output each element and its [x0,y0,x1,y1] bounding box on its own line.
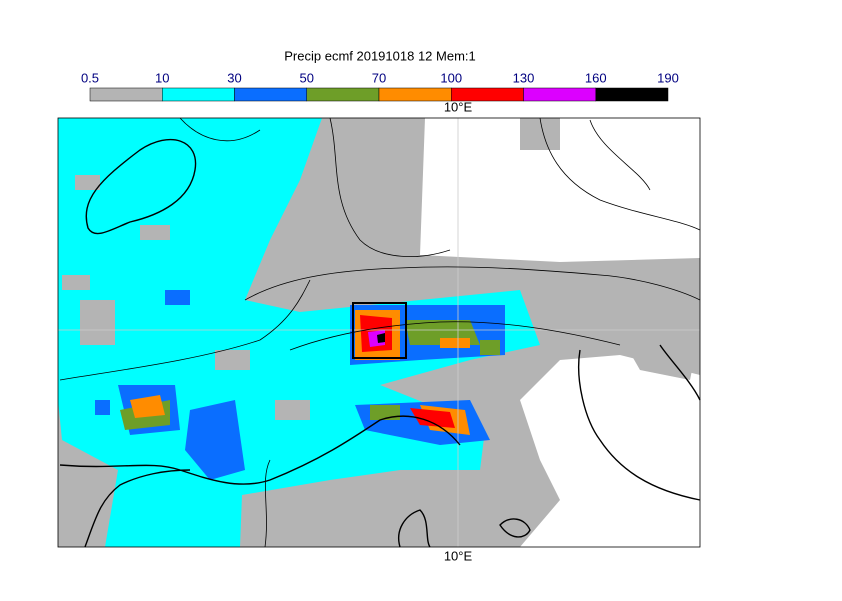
colorbar-label: 130 [513,70,535,85]
colorbar-box [162,87,235,102]
title: Precip ecmf 20191018 12 Mem:1 [284,48,476,63]
colorbar-box [595,87,669,102]
colorbar-label: 0.5 [81,70,99,85]
colorbar-box [89,87,163,102]
bottom-axis-label: 10°E [444,548,473,563]
colorbar-box [306,87,380,102]
colorbar: 0.5 10 30 50 70 100 130 160 190 [81,70,679,102]
colorbar-box [378,87,452,102]
colorbar-label: 50 [300,70,314,85]
colorbar-label: 70 [372,70,386,85]
map [57,117,701,548]
top-axis-label: 10°E [444,99,473,114]
colorbar-box [234,87,307,102]
colorbar-label: 160 [585,70,607,85]
colorbar-box [523,87,596,102]
colorbar-label: 30 [227,70,241,85]
colorbar-label: 100 [440,70,462,85]
colorbar-label: 190 [657,70,679,85]
colorbar-label: 10 [155,70,169,85]
